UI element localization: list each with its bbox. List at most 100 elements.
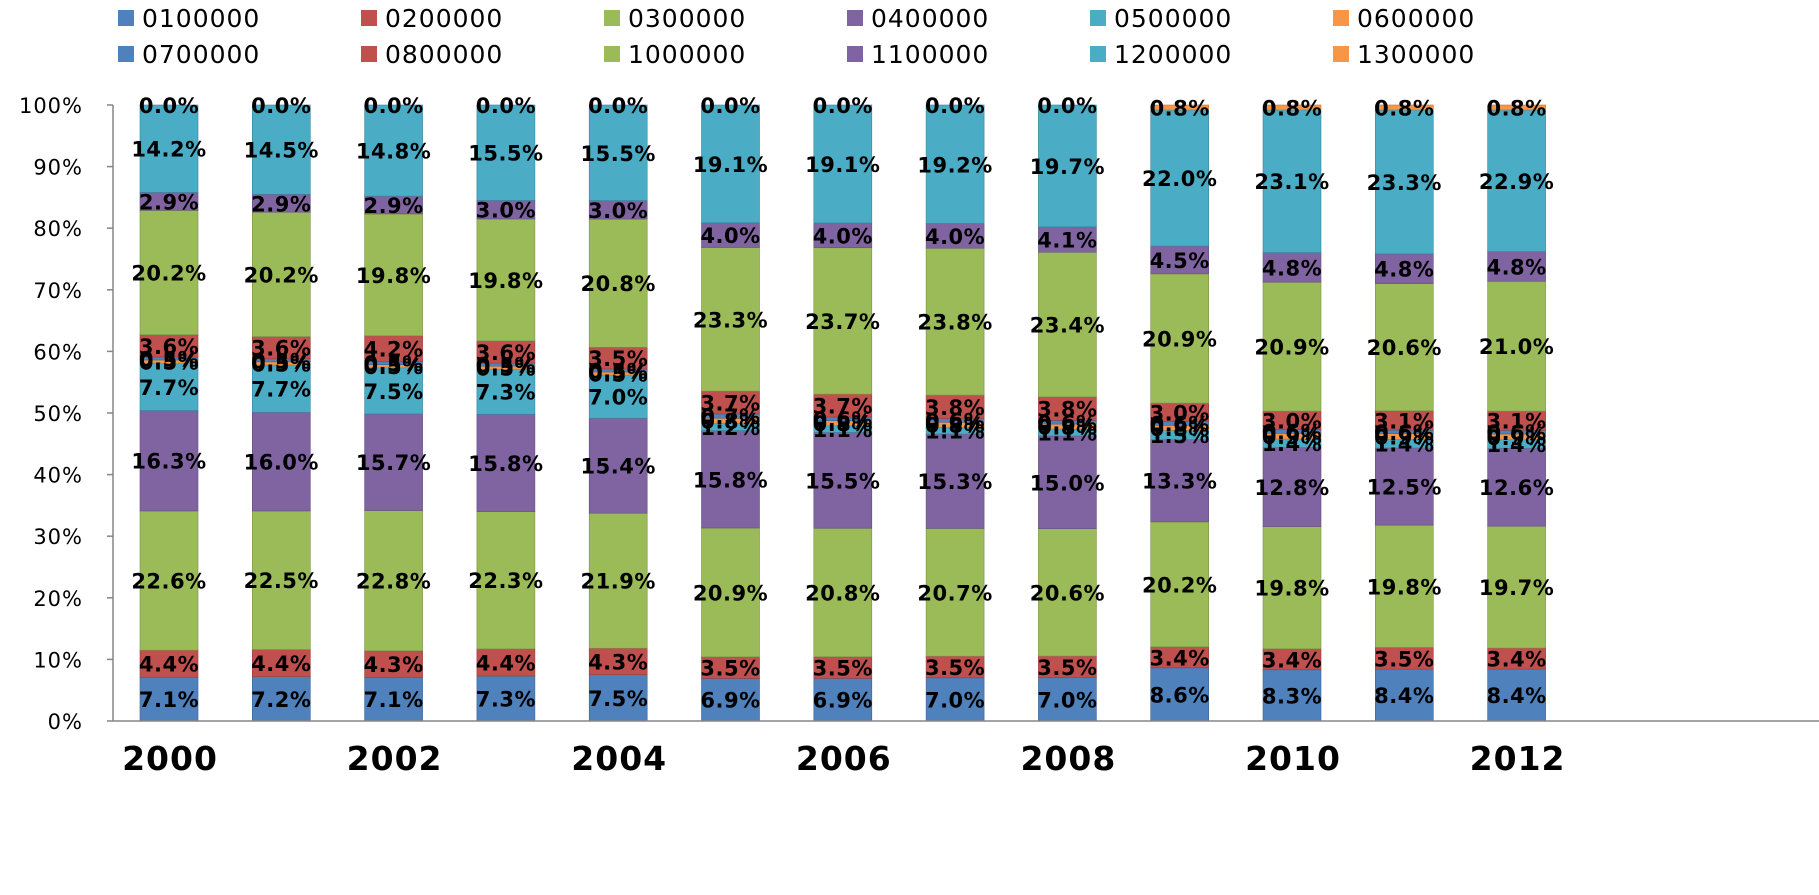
data-label: 0.0% (251, 94, 311, 118)
data-label: 0.8% (813, 412, 873, 436)
data-label: 7.0% (1037, 688, 1097, 712)
data-label: 15.5% (581, 142, 656, 166)
bar-segment-0500000 (588, 374, 648, 419)
data-label: 14.8% (356, 140, 431, 164)
data-label: 3.5% (700, 657, 760, 681)
data-label: 1.4% (1262, 432, 1322, 456)
y-tick-label: 70% (33, 279, 83, 303)
data-label: 19.8% (468, 269, 543, 293)
bar-segment-0300000 (1375, 524, 1434, 648)
data-label: 19.8% (356, 264, 431, 288)
x-tick-label: 2006 (796, 739, 892, 778)
data-label: 7.2% (251, 688, 311, 712)
bar-segment-1000000 (925, 247, 985, 396)
data-label: 4.0% (700, 224, 760, 248)
data-label: 4.0% (925, 225, 985, 249)
data-label: 15.4% (581, 455, 656, 479)
data-label: 0.0% (476, 94, 536, 118)
data-label: 1.2% (700, 416, 760, 440)
data-label: 23.1% (1254, 170, 1329, 194)
data-label: 0.0% (700, 94, 760, 118)
bar-stack-2007 (925, 104, 985, 722)
bar-segment-0300000 (701, 527, 760, 658)
data-label: 0.8% (925, 414, 985, 438)
data-label: 3.5% (1374, 647, 1434, 671)
data-label: 3.8% (1037, 398, 1097, 422)
data-label: 0.0% (925, 94, 985, 118)
bar-stack-2005 (701, 104, 760, 722)
data-label: 7.7% (251, 378, 311, 402)
bar-segment-0400000 (1487, 447, 1546, 527)
data-label: 20.8% (805, 581, 880, 605)
legend-swatch (118, 10, 134, 26)
bar-segment-0400000 (588, 417, 648, 514)
data-label: 2.9% (251, 192, 311, 216)
data-label: 0.8% (1486, 96, 1546, 120)
legend-label: 1300000 (1357, 40, 1475, 69)
data-label: 22.3% (468, 569, 543, 593)
bar-segment-1000000 (1150, 273, 1209, 404)
data-label: 0.6% (925, 409, 985, 433)
bar-segment-0500000 (139, 362, 199, 411)
data-label: 3.5% (813, 657, 873, 681)
legend-item-1000000: 1000000 (604, 40, 745, 69)
bar-segment-0300000 (1487, 525, 1546, 649)
legend-swatch (1333, 10, 1349, 26)
bar-segment-0100000 (1375, 668, 1434, 722)
legend-item-0300000: 0300000 (604, 4, 745, 33)
data-label: 22.6% (131, 570, 206, 594)
legend-item-0600000: 0600000 (1333, 4, 1474, 33)
x-tick-label: 2012 (1470, 739, 1566, 778)
data-label: 12.5% (1367, 476, 1442, 500)
data-label: 20.2% (244, 263, 319, 287)
data-label: 0.9% (1262, 425, 1322, 449)
data-label: 15.8% (468, 452, 543, 476)
legend-item-1300000: 1300000 (1333, 40, 1475, 69)
data-label: 7.5% (588, 687, 648, 711)
bar-segment-1100000 (1487, 251, 1546, 282)
data-label: 3.7% (700, 392, 760, 416)
data-label: 7.0% (588, 386, 648, 410)
data-label: 3.6% (139, 335, 199, 359)
data-label: 22.5% (244, 569, 319, 593)
y-tick-label: 50% (33, 402, 83, 426)
bar-segment-1200000 (252, 104, 311, 195)
data-label: 3.4% (1150, 646, 1210, 670)
bar-segment-0100000 (701, 678, 760, 722)
bar-stack-2009 (1150, 104, 1209, 722)
bar-segment-0300000 (588, 512, 648, 649)
y-tick-label: 100% (19, 94, 83, 118)
bar-segment-1200000 (139, 104, 199, 193)
data-label: 20.2% (131, 262, 206, 286)
bar-segment-1200000 (1150, 109, 1209, 247)
data-label: 19.8% (1254, 577, 1329, 601)
data-label: 2.9% (363, 194, 423, 218)
bar-segment-1000000 (588, 218, 648, 348)
data-label: 0.5% (363, 355, 423, 379)
x-tick-label: 2010 (1245, 739, 1341, 778)
bar-segment-1200000 (1262, 109, 1322, 253)
data-label: 0.6% (1262, 421, 1322, 445)
data-label: 1.1% (1037, 421, 1097, 445)
y-tick-label: 80% (33, 217, 83, 241)
legend-swatch (1090, 46, 1106, 62)
data-label: 0.9% (1486, 426, 1546, 450)
data-label: 1.1% (813, 418, 873, 442)
bar-segment-1000000 (139, 210, 199, 336)
bar-segment-0100000 (1038, 677, 1097, 722)
data-label: 0.5% (251, 352, 311, 376)
x-tick-label: 2004 (571, 739, 667, 778)
data-label: 0.8% (1150, 96, 1210, 120)
bar-segment-0400000 (476, 413, 536, 512)
legend-item-0100000: 0100000 (118, 4, 259, 33)
data-label: 7.1% (139, 688, 199, 712)
data-label: 19.7% (1479, 576, 1554, 600)
data-label: 15.3% (917, 470, 992, 494)
bar-stack-2012 (1487, 104, 1546, 722)
y-tick-label: 40% (33, 464, 83, 488)
data-label: 0.8% (1374, 96, 1434, 120)
data-label: 8.6% (1150, 683, 1210, 707)
data-label: 15.0% (1030, 471, 1105, 495)
bar-segment-1200000 (1038, 104, 1097, 228)
data-label: 0.7% (700, 405, 760, 429)
